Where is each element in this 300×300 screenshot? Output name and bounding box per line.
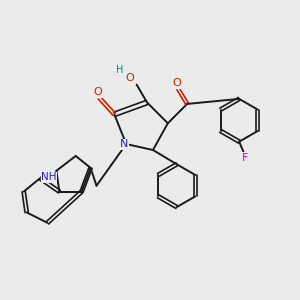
- Text: F: F: [242, 153, 248, 163]
- Text: O: O: [126, 73, 134, 83]
- Text: N: N: [120, 139, 128, 149]
- Text: NH: NH: [41, 172, 57, 182]
- Text: O: O: [172, 78, 181, 88]
- Text: H: H: [116, 65, 123, 75]
- Text: O: O: [94, 87, 102, 97]
